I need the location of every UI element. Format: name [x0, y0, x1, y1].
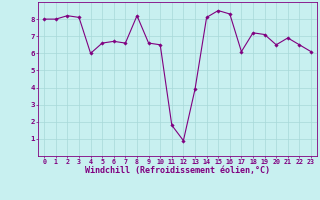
- X-axis label: Windchill (Refroidissement éolien,°C): Windchill (Refroidissement éolien,°C): [85, 166, 270, 175]
